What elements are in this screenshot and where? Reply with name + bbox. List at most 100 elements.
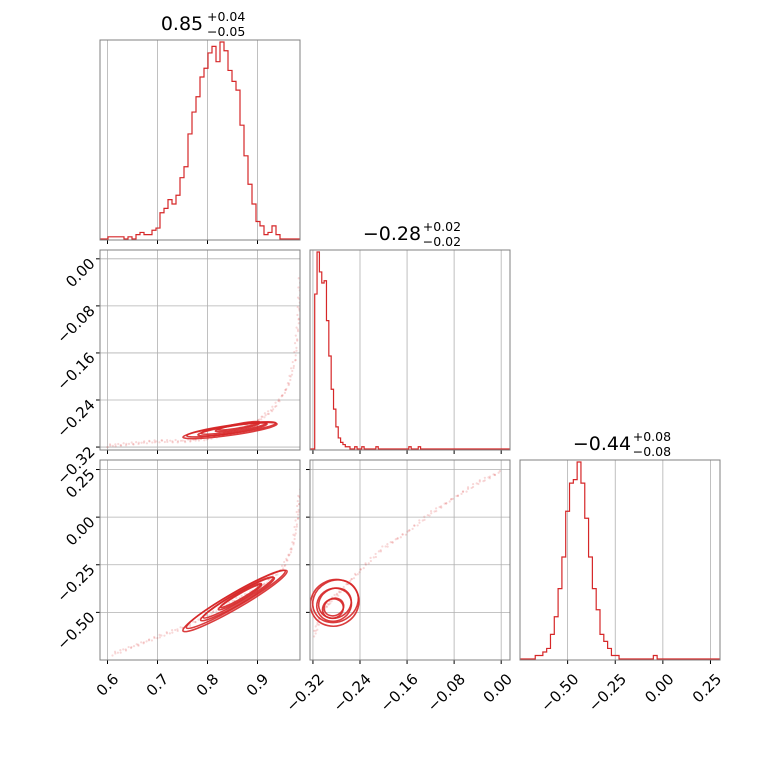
sample-point (266, 412, 269, 416)
sample-point (274, 405, 277, 408)
sample-point (297, 513, 300, 516)
sample-point (283, 560, 286, 564)
contour-2 (323, 597, 345, 617)
x-tick-label: 0.9 (243, 670, 273, 700)
sample-point (325, 605, 328, 608)
sample-point (160, 439, 163, 442)
sample-point (215, 610, 218, 613)
sample-point (455, 494, 458, 498)
sample-point (114, 443, 117, 446)
sample-point (176, 628, 179, 631)
panel-frame (309, 249, 511, 451)
panel-frame (309, 459, 511, 661)
sample-point (330, 600, 333, 603)
sample-point (461, 490, 465, 493)
title-value-2: −0.44 (573, 433, 631, 455)
sample-point (316, 623, 319, 626)
sample-point (338, 591, 341, 594)
sample-point (127, 645, 130, 649)
sample-point (142, 642, 145, 645)
sample-point (471, 482, 475, 486)
x-tick-label: 0.00 (641, 670, 677, 706)
sample-point (292, 543, 295, 546)
sample-point (292, 541, 295, 544)
sample-point (487, 476, 490, 479)
sample-point (284, 388, 287, 392)
sample-point (354, 573, 357, 577)
sample-point (119, 444, 123, 447)
sample-point (451, 497, 455, 500)
sample-point (158, 636, 161, 639)
title-err-minus-0: −0.05 (207, 24, 245, 39)
sample-point (280, 395, 283, 398)
x-tick-label: −0.25 (585, 670, 630, 715)
sample-point (165, 439, 169, 442)
sample-point (297, 494, 300, 497)
sample-point (408, 529, 411, 532)
sample-point (165, 632, 169, 635)
sample-point (372, 556, 375, 559)
x-tick-label: −0.16 (377, 670, 422, 715)
sample-point (269, 409, 273, 412)
panel-frame (519, 459, 721, 661)
title-err-minus-2: −0.08 (633, 444, 671, 459)
sample-point (488, 475, 492, 478)
sample-point (192, 620, 195, 623)
sample-point (142, 441, 146, 444)
sample-point (114, 652, 117, 655)
sample-point (289, 548, 292, 551)
sample-point (293, 534, 296, 537)
sample-point (282, 567, 285, 570)
sample-point (478, 479, 481, 482)
contour-2 (216, 420, 261, 431)
sample-point (296, 330, 300, 333)
sample-point (189, 440, 192, 443)
sample-point (296, 305, 299, 309)
sample-point (362, 567, 365, 570)
sample-point (124, 444, 128, 447)
sample-point (142, 641, 145, 644)
sample-point (285, 559, 288, 562)
sample-point (168, 632, 171, 635)
sample-point (345, 583, 348, 586)
sample-point (290, 373, 294, 376)
sample-point (396, 537, 399, 540)
title-err-minus-1: −0.02 (423, 234, 461, 249)
sample-point (413, 524, 416, 527)
sample-point (399, 536, 402, 539)
sample-point (145, 640, 148, 643)
y-tick-label: −0.50 (53, 608, 98, 653)
y-tick-label: −0.16 (53, 349, 98, 394)
sample-point (364, 563, 367, 566)
sample-point (156, 637, 159, 640)
sample-point (283, 391, 287, 394)
sample-point (381, 545, 384, 548)
sample-point (297, 286, 300, 289)
sample-point (109, 444, 112, 447)
sample-point (147, 639, 151, 642)
sample-point (194, 620, 197, 624)
sample-point (231, 599, 234, 602)
sample-point (150, 639, 154, 642)
sample-point (281, 394, 284, 397)
sample-point (163, 634, 166, 637)
sample-point (296, 500, 299, 503)
sample-point (137, 643, 140, 646)
sample-point (438, 505, 441, 509)
sample-point (170, 629, 174, 632)
sample-point (350, 577, 354, 581)
sample-point (155, 440, 158, 443)
sample-point (293, 537, 296, 541)
sample-point (483, 476, 486, 479)
sample-point (119, 649, 122, 652)
sample-point (261, 583, 265, 587)
sample-point (297, 317, 300, 320)
sample-point (297, 277, 300, 280)
y-tick-label: 0.00 (62, 255, 98, 291)
sample-point (411, 527, 414, 530)
sample-point (477, 482, 480, 486)
sample-point (270, 410, 274, 413)
sample-point (197, 439, 200, 442)
sample-point (466, 487, 470, 491)
